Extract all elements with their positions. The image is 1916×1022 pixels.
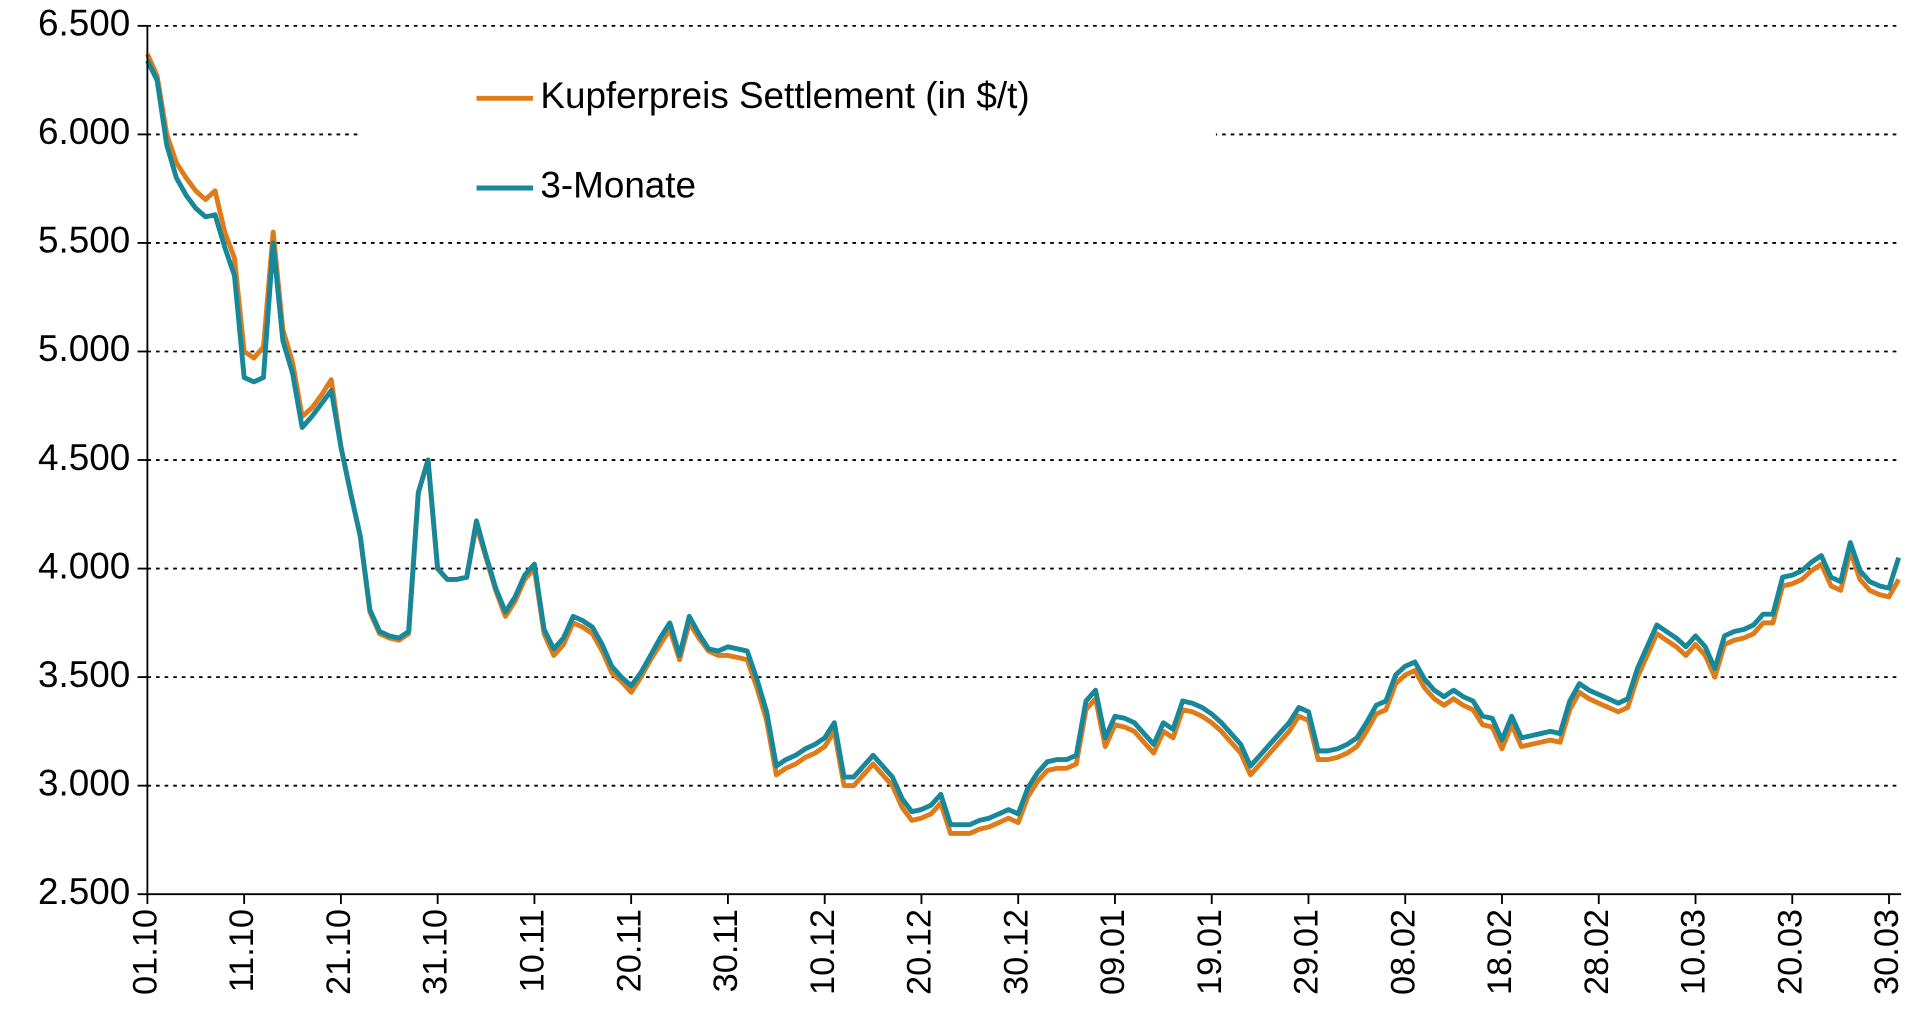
x-tick-label: 28.02	[1578, 909, 1616, 995]
axes: 2.500 3.000 3.500 4.000 4.500 5.000 5.500 6.000…	[38, 3, 1906, 995]
x-tick-label: 11.10	[223, 909, 261, 992]
y-tick-label: 6.500	[38, 3, 130, 44]
y-tick-label: 3.000	[38, 762, 130, 803]
y-tick-label: 5.500	[38, 220, 130, 261]
x-tick-label: 19.01	[1191, 909, 1229, 995]
legend: Kupferpreis Settlement (in $/t) 3-Monate	[476, 75, 1030, 206]
x-tick-label: 10.12	[804, 909, 842, 995]
x-tick-label: 09.01	[1094, 909, 1132, 995]
x-tick-label: 20.03	[1771, 909, 1809, 995]
x-tick-label: 21.10	[320, 909, 358, 995]
x-tick-label: 10.11	[513, 909, 551, 992]
x-tick-label: 30.03	[1868, 909, 1906, 995]
y-tick-label: 4.000	[38, 545, 130, 586]
x-tick-label: 30.11	[707, 909, 745, 992]
y-tick-label: 3.500	[38, 654, 130, 695]
x-tick-label: 08.02	[1384, 909, 1422, 995]
y-tick-label: 2.500	[38, 871, 130, 912]
legend-label: 3-Monate	[540, 165, 696, 206]
x-tick-label: 20.11	[610, 909, 648, 992]
x-tick-label: 20.12	[901, 909, 939, 995]
y-tick-label: 5.000	[38, 328, 130, 369]
x-tick-label: 29.01	[1288, 909, 1326, 995]
series-line	[145, 59, 1902, 828]
x-tick-label: 31.10	[417, 909, 455, 995]
x-tick-label: 18.02	[1481, 909, 1519, 995]
x-tick-label: 10.03	[1675, 909, 1713, 995]
x-tick-label: 01.10	[126, 909, 164, 995]
legend-label: Kupferpreis Settlement (in $/t)	[540, 75, 1029, 116]
plot-lines	[145, 53, 1902, 836]
legend-box	[358, 61, 1216, 234]
y-tick-label: 4.500	[38, 437, 130, 478]
x-tick-label: 30.12	[997, 909, 1035, 995]
y-tick-label: 6.000	[38, 111, 130, 152]
